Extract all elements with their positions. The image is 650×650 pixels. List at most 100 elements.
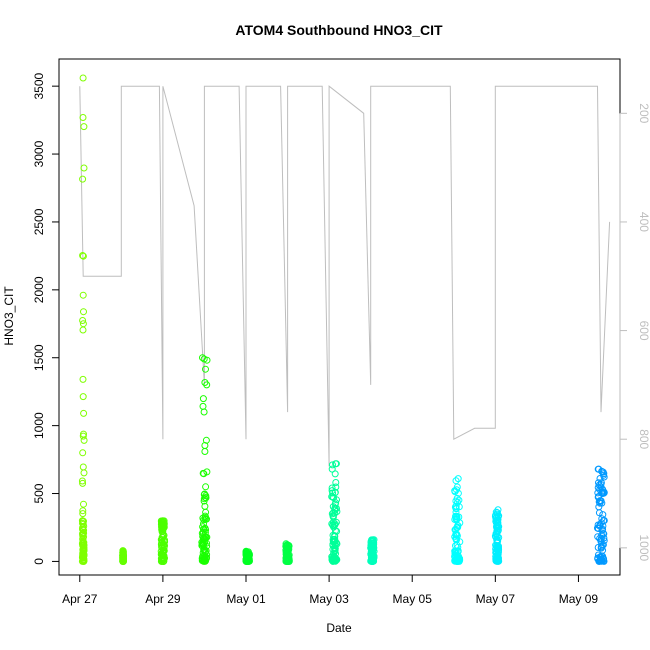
data-point xyxy=(328,553,336,561)
data-point xyxy=(79,326,87,334)
right-tick-label: 800 xyxy=(637,429,650,449)
data-point xyxy=(202,436,210,444)
data-point xyxy=(331,520,339,528)
y-tick-label: 3500 xyxy=(32,72,46,99)
data-point xyxy=(453,557,461,565)
right-tick-label: 600 xyxy=(637,321,650,341)
data-point xyxy=(599,552,607,560)
x-tick-label: Apr 29 xyxy=(145,592,181,606)
data-point xyxy=(119,551,127,559)
data-point xyxy=(493,527,501,535)
data-point xyxy=(202,508,210,516)
data-point xyxy=(594,551,602,559)
data-point xyxy=(159,521,166,528)
data-point xyxy=(493,522,501,530)
data-point xyxy=(599,489,607,497)
data-point xyxy=(78,540,86,548)
data-point xyxy=(329,509,337,517)
data-point xyxy=(453,494,461,502)
data-point xyxy=(453,524,461,532)
right-tick-label: 200 xyxy=(637,103,650,123)
x-tick-label: May 09 xyxy=(559,592,599,606)
data-point xyxy=(332,460,340,468)
y-axis: 0 500 1000 1500 2000 2500 3000 3500 xyxy=(32,72,60,565)
data-point xyxy=(80,469,88,477)
data-point xyxy=(332,479,340,486)
data-point xyxy=(201,448,209,455)
y-tick-label: 1000 xyxy=(32,412,46,439)
data-point xyxy=(80,164,88,172)
x-tick-label: May 03 xyxy=(309,592,349,606)
y-tick-label: 3000 xyxy=(32,140,46,167)
data-point xyxy=(452,502,460,510)
data-point xyxy=(160,557,167,565)
data-point xyxy=(493,539,501,547)
x-axis: Apr 27 Apr 29 May 01 May 03 May 05 May 07 May … xyxy=(62,574,599,606)
data-point xyxy=(492,552,500,560)
x-tick-label: Apr 27 xyxy=(62,592,98,606)
data-point xyxy=(199,469,207,477)
right-tick-label: 1000 xyxy=(637,534,650,561)
data-point xyxy=(200,525,207,533)
data-point xyxy=(80,539,88,547)
y-tick-label: 2000 xyxy=(32,276,46,303)
data-point xyxy=(285,557,293,565)
data-point xyxy=(79,463,87,471)
data-point xyxy=(452,531,460,539)
data-point xyxy=(80,556,88,564)
data-point xyxy=(79,510,87,518)
data-point xyxy=(158,538,166,546)
data-point xyxy=(200,408,208,416)
data-point xyxy=(200,491,208,499)
data-point xyxy=(599,487,607,495)
data-point xyxy=(369,553,377,561)
data-point xyxy=(329,461,336,469)
data-point xyxy=(79,517,86,525)
plot-frame xyxy=(58,58,621,576)
y-axis-label: HNO3_CIT xyxy=(2,286,16,346)
data-point xyxy=(331,533,339,540)
data-point xyxy=(202,514,210,521)
data-point xyxy=(597,497,605,505)
data-point xyxy=(199,402,207,410)
y-tick-label: 1500 xyxy=(32,344,46,371)
data-point xyxy=(160,547,168,555)
data-point xyxy=(119,547,127,555)
data-point xyxy=(600,517,608,524)
data-point xyxy=(80,409,88,417)
data-point xyxy=(202,533,210,541)
data-point xyxy=(202,483,210,491)
data-point xyxy=(282,540,290,548)
data-point xyxy=(203,468,211,476)
data-point xyxy=(79,175,87,183)
data-point xyxy=(453,513,461,521)
data-point xyxy=(79,479,87,487)
data-point xyxy=(242,547,250,555)
data-point xyxy=(454,498,461,506)
data-point xyxy=(492,514,500,522)
data-point xyxy=(200,546,208,554)
data-point xyxy=(451,526,459,534)
chart-title: ATOM4 Southbound HNO3_CIT xyxy=(235,22,443,38)
data-point xyxy=(80,123,88,131)
data-point xyxy=(201,379,209,386)
data-point xyxy=(598,526,606,534)
data-point xyxy=(80,308,87,316)
data-point xyxy=(160,537,168,545)
data-point xyxy=(79,375,87,383)
data-point xyxy=(594,484,602,491)
data-point xyxy=(600,530,608,538)
data-point xyxy=(456,555,464,563)
data-point xyxy=(332,483,340,491)
data-point xyxy=(199,539,207,547)
x-tick-label: May 01 xyxy=(226,592,266,606)
data-point xyxy=(79,507,87,515)
data-point xyxy=(159,517,167,525)
data-point xyxy=(199,354,206,362)
data-point xyxy=(454,475,462,483)
data-point xyxy=(78,477,86,485)
data-point xyxy=(494,553,502,561)
altitude-line xyxy=(79,85,611,467)
data-point xyxy=(79,252,87,259)
data-point xyxy=(80,547,88,555)
